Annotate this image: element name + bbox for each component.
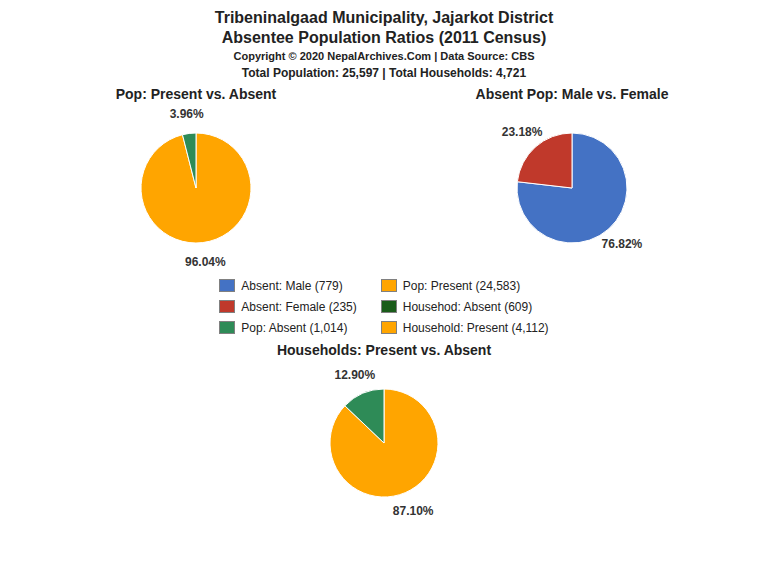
html-text:Absent Pop: Male vs. Female: Absent Pop: Male vs. Female — [475, 85, 669, 102]
html-text:Absentee Population Ratios (20: Absentee Population Ratios (2011 Census) — [221, 29, 547, 46]
html-text:Pop: Present vs. Absent: Pop: Present vs. Absent — [115, 85, 277, 102]
html-text:Pop: Absent (1,014): Pop: Absent (1,014) — [241, 320, 348, 335]
html-text:Households: Present vs. Absent: Households: Present vs. Absent — [276, 341, 492, 358]
svg-text:87.10%: 87.10% — [393, 504, 434, 518]
svg-text:12.90%: 12.90% — [334, 368, 375, 382]
html-text:Household: Present (4,112): Household: Present (4,112) — [402, 320, 549, 335]
html-text:Total Population: 25,597 | Tot: Total Population: 25,597 | Total Househo… — [241, 65, 527, 80]
html-text:Tribeninalgaad Municipality, J: Tribeninalgaad Municipality, Jajarkot Di… — [214, 9, 554, 26]
html-text:Househod: Absent (609): Househod: Absent (609) — [402, 299, 533, 314]
html-text:Copyright © 2020 NepalArchives: Copyright © 2020 NepalArchives.Com | Dat… — [233, 50, 535, 62]
svg-text:96.04%: 96.04% — [185, 255, 226, 269]
svg-text:76.82%: 76.82% — [602, 237, 643, 251]
svg-text:23.18%: 23.18% — [502, 125, 543, 139]
html-text:Absent: Male (779): Absent: Male (779) — [241, 278, 343, 293]
html-text:Pop: Present (24,583): Pop: Present (24,583) — [402, 278, 521, 293]
html-text:Absent: Female (235): Absent: Female (235) — [241, 299, 357, 314]
svg-text:3.96%: 3.96% — [170, 106, 204, 120]
